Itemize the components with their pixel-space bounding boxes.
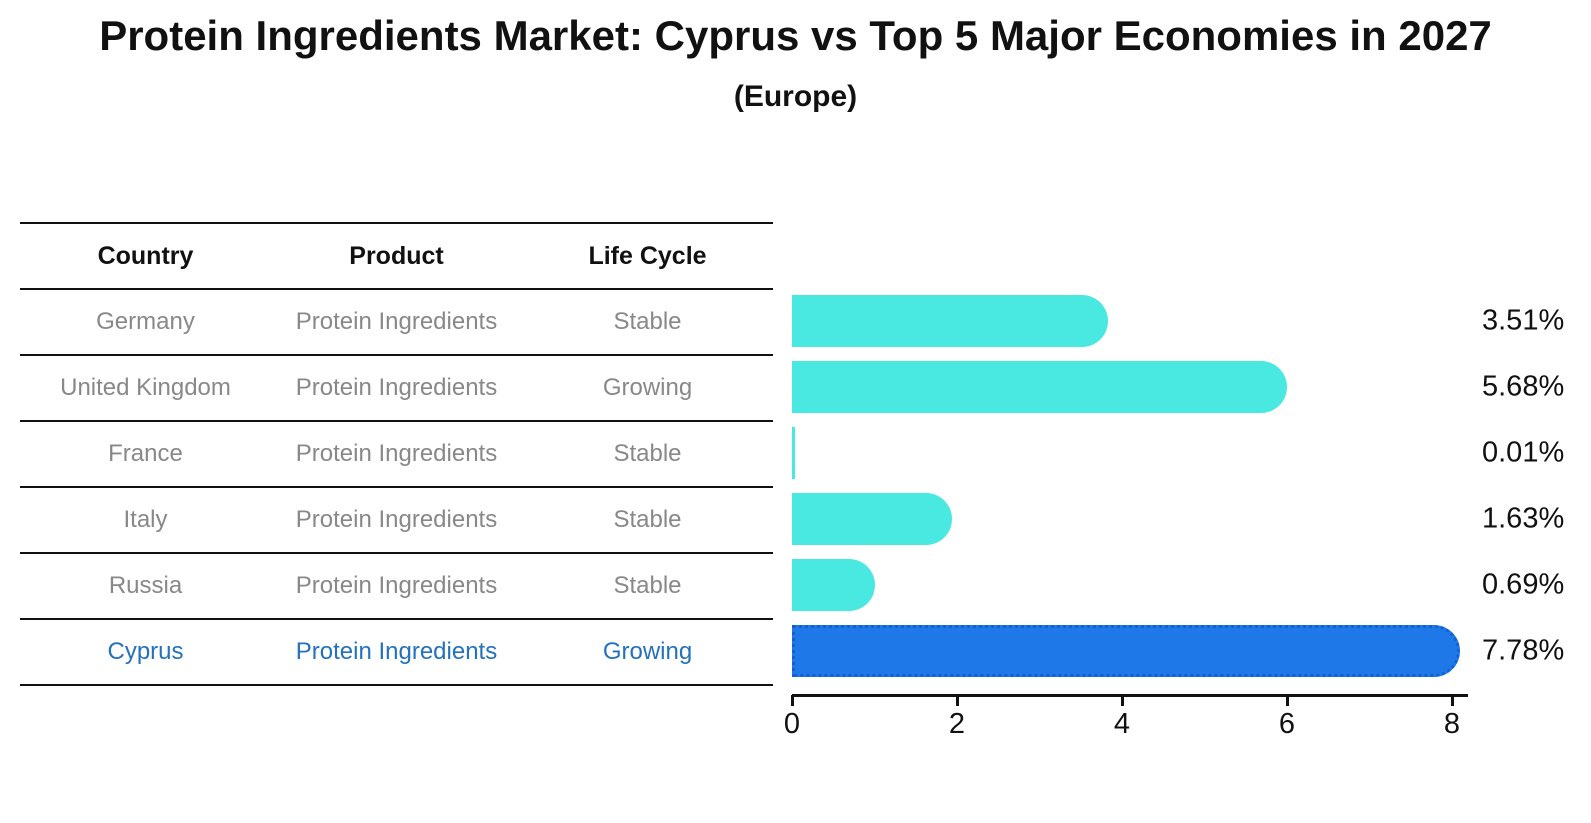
value-label-italy: 1.63% xyxy=(1482,502,1565,535)
page-title: Protein Ingredients Market: Cyprus vs To… xyxy=(99,12,1492,59)
value-label-united-kingdom: 5.68% xyxy=(1482,370,1565,403)
value-label-germany: 3.51% xyxy=(1482,304,1565,337)
table-row-united-kingdom: United Kingdom Protein Ingredients Growi… xyxy=(20,356,773,422)
header-cell-life-cycle: Life Cycle xyxy=(588,241,707,270)
table-row-russia: Russia Protein Ingredients Stable xyxy=(20,554,773,620)
bar-cyprus xyxy=(792,625,1460,677)
x-axis-tick xyxy=(1286,695,1289,706)
cell-product: Protein Ingredients xyxy=(295,638,498,665)
value-label-france: 0.01% xyxy=(1482,436,1565,469)
cell-life-cycle: Growing xyxy=(602,638,693,665)
bar-france xyxy=(792,427,795,479)
cell-life-cycle: Stable xyxy=(613,440,682,467)
table-header-row: Country Product Life Cycle xyxy=(20,224,773,290)
table-row-italy: Italy Protein Ingredients Stable xyxy=(20,488,773,554)
x-axis-tick xyxy=(1451,695,1454,706)
data-table: Country Product Life Cycle Germany Prote… xyxy=(20,222,773,686)
bar-italy xyxy=(792,493,953,545)
table-row-cyprus: Cyprus Protein Ingredients Growing xyxy=(20,620,773,686)
x-axis-tick xyxy=(1121,695,1124,706)
x-axis-tick-label: 6 xyxy=(1278,708,1296,740)
page-subtitle: (Europe) xyxy=(733,80,858,113)
bar-germany xyxy=(792,295,1108,347)
cell-product: Protein Ingredients xyxy=(295,374,498,401)
cell-product: Protein Ingredients xyxy=(295,440,498,467)
cell-product: Protein Ingredients xyxy=(295,308,498,335)
cell-country: Russia xyxy=(108,572,183,599)
value-label-cyprus: 7.78% xyxy=(1482,634,1565,667)
x-axis-tick-label: 4 xyxy=(1113,708,1131,740)
table-row-germany: Germany Protein Ingredients Stable xyxy=(20,290,773,356)
cell-product: Protein Ingredients xyxy=(295,572,498,599)
bar-united-kingdom xyxy=(792,361,1287,413)
cell-country: Cyprus xyxy=(107,638,184,665)
cell-life-cycle: Stable xyxy=(613,308,682,335)
cell-product: Protein Ingredients xyxy=(295,506,498,533)
cell-country: Germany xyxy=(96,308,195,335)
cell-country: Italy xyxy=(123,506,168,533)
cell-country: France xyxy=(108,440,183,467)
x-axis-tick xyxy=(791,695,794,706)
x-axis-tick-label: 0 xyxy=(783,708,801,740)
x-axis-line xyxy=(792,694,1468,697)
cell-life-cycle: Growing xyxy=(602,374,693,401)
value-label-russia: 0.69% xyxy=(1482,568,1565,601)
x-axis-tick-label: 8 xyxy=(1443,708,1461,740)
x-axis-tick-label: 2 xyxy=(948,708,966,740)
table-row-france: France Protein Ingredients Stable xyxy=(20,422,773,488)
x-axis-tick xyxy=(956,695,959,706)
cell-life-cycle: Stable xyxy=(613,506,682,533)
cell-life-cycle: Stable xyxy=(613,572,682,599)
bar-russia xyxy=(792,559,875,611)
cell-country: United Kingdom xyxy=(60,374,231,401)
header-cell-country: Country xyxy=(97,241,194,270)
header-cell-product: Product xyxy=(349,241,444,270)
